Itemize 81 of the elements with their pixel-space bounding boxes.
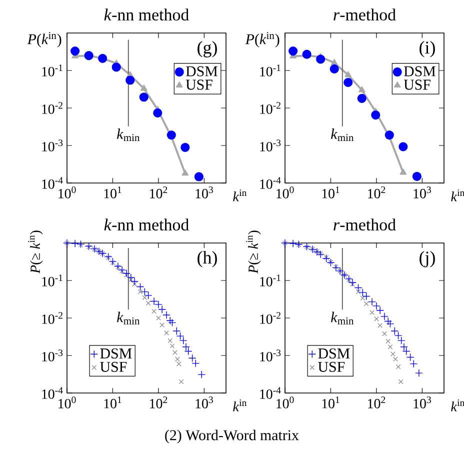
x-tick-label: 10$^{3}$: [196, 186, 213, 198]
point: [70, 46, 80, 56]
ref-line-label: k$_{min}$: [331, 128, 354, 142]
annotation: (g): [198, 41, 217, 58]
x-tick-label: 10$^{3}$: [196, 396, 213, 408]
y-tick-label: 10$^{-2}$: [42, 102, 62, 114]
x-tick-label: 10$^{1}$: [104, 186, 122, 198]
x-tick-label: 10$^{2}$: [150, 396, 168, 408]
y-tick-label: 10$^{-1}$: [260, 274, 280, 286]
y-tick-label: 10$^{-3}$: [42, 350, 63, 362]
x-tick-label: 10$^{0}$: [276, 396, 294, 408]
point: [112, 62, 121, 72]
point: [194, 172, 204, 182]
x-tick-label: 10$^{2}$: [368, 186, 386, 198]
legend-label: USF: [404, 80, 430, 90]
point: [330, 58, 338, 65]
legend-label: DSM: [186, 66, 218, 76]
point: [400, 168, 407, 175]
point: [344, 71, 352, 78]
x-tick-label: 10$^{0}$: [58, 396, 76, 408]
point: [344, 78, 353, 88]
point: [358, 86, 366, 92]
x-axis-title: k$^{in}$: [233, 400, 247, 412]
legend-label: DSM: [404, 66, 436, 76]
annotation: (j): [420, 251, 435, 268]
y-tick-label: 10$^{-2}$: [260, 102, 280, 114]
chart-title: k-nn method: [104, 8, 189, 21]
y-tick-label: 10$^{-2}$: [260, 312, 280, 324]
x-axis-title: k$^{in}$: [233, 190, 247, 202]
x-tick-label: 10$^{1}$: [104, 396, 122, 408]
point: [357, 94, 366, 103]
point: [371, 110, 380, 120]
ref-line-label: k$_{min}$: [117, 312, 140, 324]
y-tick-label: 10$^{-2}$: [42, 312, 62, 324]
point: [412, 172, 422, 181]
text: (2) Word-Word matrix: [165, 430, 299, 444]
x-tick-label: 10$^{2}$: [150, 186, 168, 198]
chart-title: k-nn method: [104, 218, 189, 231]
x-tick-label: 10$^{0}$: [58, 186, 76, 198]
y-tick-label: 10$^{-1}$: [42, 274, 62, 286]
legend-label: DSM: [100, 348, 132, 358]
point: [180, 142, 190, 152]
annotation: (h): [198, 251, 217, 268]
x-tick-label: 10$^{0}$: [276, 186, 294, 198]
y-tick-label: 10$^{-3}$: [260, 140, 281, 152]
chart-title: r-method: [334, 218, 396, 231]
y-tick-label: 10$^{-4}$: [260, 387, 281, 399]
y-tick-label: 10$^{-1}$: [42, 64, 62, 76]
point: [288, 46, 298, 56]
x-tick-label: 10$^{3}$: [414, 396, 431, 408]
y-tick-label: 10$^{-4}$: [42, 387, 63, 399]
y-axis-title: P(k$^{in}$): [245, 32, 280, 48]
y-tick-label: 10$^{-1}$: [260, 64, 280, 76]
point: [330, 64, 339, 74]
y-axis-title: P(≥ k$^{in}$): [28, 230, 43, 274]
y-tick-label: 10$^{-3}$: [42, 140, 63, 152]
legend-label: USF: [100, 362, 127, 372]
annotation: (i): [420, 41, 435, 58]
ref-line-label: k$_{min}$: [117, 128, 140, 142]
y-axis-title: P(≥ k$^{in}$): [246, 230, 261, 274]
point: [126, 76, 135, 85]
point: [398, 142, 408, 152]
y-axis-title: P(k$^{in}$): [27, 32, 62, 48]
point: [84, 51, 94, 60]
point: [153, 108, 162, 118]
point: [139, 92, 148, 102]
x-tick-label: 10$^{1}$: [322, 186, 340, 198]
point: [140, 84, 148, 91]
x-tick-label: 10$^{2}$: [368, 396, 386, 408]
point: [182, 169, 189, 176]
x-tick-label: 10$^{1}$: [322, 396, 340, 408]
ref-line-label: k$_{min}$: [331, 312, 354, 324]
x-tick-label: 10$^{3}$: [414, 186, 431, 198]
legend-label: USF: [318, 362, 345, 372]
legend-label: DSM: [318, 348, 350, 358]
y-tick-label: 10$^{-4}$: [42, 177, 63, 189]
y-tick-label: 10$^{-4}$: [260, 177, 281, 189]
point: [316, 54, 326, 64]
legend-label: USF: [186, 80, 212, 90]
y-tick-label: 10$^{-3}$: [260, 350, 281, 362]
chart-title: r-method: [334, 8, 396, 21]
